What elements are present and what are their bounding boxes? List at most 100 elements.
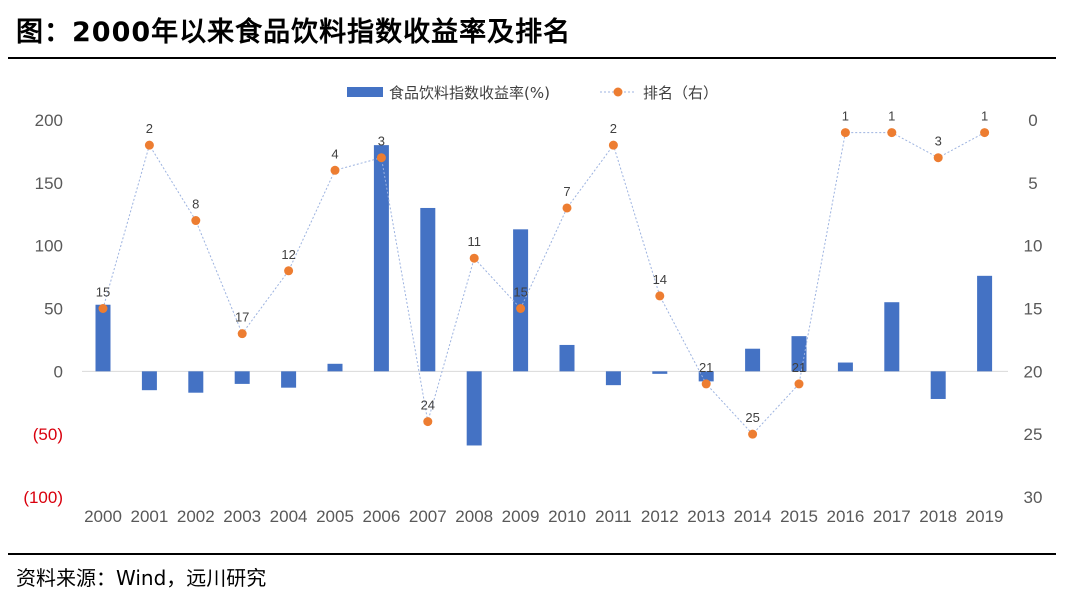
rank-line <box>102 132 985 435</box>
left-tick: 200 <box>35 111 63 130</box>
rank-point-2009 <box>516 304 526 313</box>
rank-label-2018: 3 <box>935 134 942 149</box>
rank-label-2013: 21 <box>699 360 713 375</box>
source-note: 资料来源：Wind，远川研究 <box>16 566 267 590</box>
bar-2017 <box>884 302 900 372</box>
x-tick-2010: 2010 <box>548 507 586 526</box>
right-tick: 20 <box>1024 362 1043 381</box>
x-tick-2014: 2014 <box>734 507 772 526</box>
legend-rank-label: 排名（右） <box>643 84 718 102</box>
bar-2003 <box>234 371 250 384</box>
bar-2002 <box>188 371 204 393</box>
rank-series <box>98 128 990 439</box>
x-tick-2003: 2003 <box>223 507 261 526</box>
left-tick: 0 <box>54 362 63 381</box>
bar-2006 <box>373 145 389 372</box>
rank-point-2003 <box>237 329 247 339</box>
bar-2004 <box>281 371 297 388</box>
rank-point-2016 <box>840 128 850 138</box>
right-tick: 10 <box>1024 237 1043 256</box>
rank-point-2000 <box>98 304 108 313</box>
rank-point-2005 <box>330 165 340 175</box>
x-axis-ticks: 2000 2001 2002 2003 2004 2005 2006 2007 2008 2009… <box>84 507 1003 526</box>
rank-point-2013 <box>701 379 711 389</box>
rank-point-2002 <box>191 216 201 226</box>
rank-point-2019 <box>980 128 990 138</box>
rank-point-2017 <box>887 128 897 138</box>
x-tick-2012: 2012 <box>641 507 679 526</box>
rank-label-2002: 8 <box>192 197 199 212</box>
rank-label-2003: 17 <box>235 310 249 325</box>
rank-label-2019: 1 <box>981 109 988 124</box>
rank-point-2015 <box>794 379 804 389</box>
rank-point-2006 <box>376 153 386 163</box>
rank-label-2004: 12 <box>281 247 295 262</box>
right-tick: 30 <box>1024 488 1043 507</box>
right-axis-ticks: 0 5 10 15 20 25 30 <box>1024 111 1043 507</box>
bar-2016 <box>837 362 853 372</box>
bar-2005 <box>327 363 343 372</box>
x-tick-2018: 2018 <box>919 507 957 526</box>
bar-2011 <box>605 371 621 386</box>
page-title: 图：2000年以来食品饮料指数收益率及排名 <box>16 17 572 48</box>
rank-label-2015: 21 <box>792 360 806 375</box>
rank-point-2011 <box>608 140 618 150</box>
x-tick-2005: 2005 <box>316 507 354 526</box>
legend: 食品饮料指数收益率(%) 排名（右） <box>347 84 718 102</box>
x-tick-2006: 2006 <box>362 507 400 526</box>
x-tick-2004: 2004 <box>270 507 308 526</box>
x-tick-2008: 2008 <box>455 507 493 526</box>
source-divider <box>8 553 1056 555</box>
bar-2008 <box>466 371 482 446</box>
bar-2013 <box>698 371 714 382</box>
rank-label-2001: 2 <box>146 121 153 136</box>
x-tick-2011: 2011 <box>595 507 632 526</box>
rank-point-2018 <box>933 153 943 163</box>
rank-point-2014 <box>748 429 758 439</box>
rank-label-2012: 14 <box>653 272 667 287</box>
x-tick-2013: 2013 <box>687 507 725 526</box>
x-tick-2000: 2000 <box>84 507 122 526</box>
left-tick: 100 <box>35 237 63 256</box>
right-tick: 25 <box>1024 425 1043 444</box>
rank-label-2008: 11 <box>467 234 481 249</box>
x-tick-2009: 2009 <box>502 507 540 526</box>
x-tick-2016: 2016 <box>826 507 864 526</box>
x-tick-2001: 2001 <box>130 507 168 526</box>
bar-2018 <box>930 371 946 399</box>
title-divider <box>8 57 1056 59</box>
rank-label-2011: 2 <box>610 121 617 136</box>
right-tick: 0 <box>1028 111 1037 130</box>
rank-label-2017: 1 <box>888 109 895 124</box>
rank-label-2010: 7 <box>563 184 570 199</box>
rank-label-2000: 15 <box>96 285 110 300</box>
bar-2001 <box>141 371 157 391</box>
left-axis-ticks: 200 150 100 50 0 (50) (100) <box>23 111 63 507</box>
bar-series <box>95 145 993 446</box>
rank-point-2004 <box>284 266 294 276</box>
bar-2014 <box>745 348 761 372</box>
left-tick: (100) <box>23 488 63 507</box>
legend-bar-swatch <box>347 87 383 97</box>
rank-label-2006: 3 <box>378 134 385 149</box>
x-tick-2002: 2002 <box>177 507 215 526</box>
left-tick: 150 <box>35 174 63 193</box>
rank-point-2010 <box>562 203 572 213</box>
rank-label-2009: 15 <box>513 285 527 300</box>
bar-2007 <box>420 207 436 372</box>
bar-2012 <box>652 371 668 374</box>
x-tick-2019: 2019 <box>966 507 1004 526</box>
bar-2000 <box>95 304 111 372</box>
rank-label-2016: 1 <box>842 109 849 124</box>
left-tick: (50) <box>33 425 63 444</box>
right-tick: 15 <box>1024 300 1043 319</box>
rank-point-2012 <box>655 291 665 301</box>
rank-label-2014: 25 <box>745 410 759 425</box>
rank-point-2008 <box>469 253 479 263</box>
rank-point-2001 <box>144 140 154 150</box>
x-tick-2017: 2017 <box>873 507 911 526</box>
rank-label-2007: 24 <box>421 398 435 413</box>
rank-point-2007 <box>423 417 433 427</box>
